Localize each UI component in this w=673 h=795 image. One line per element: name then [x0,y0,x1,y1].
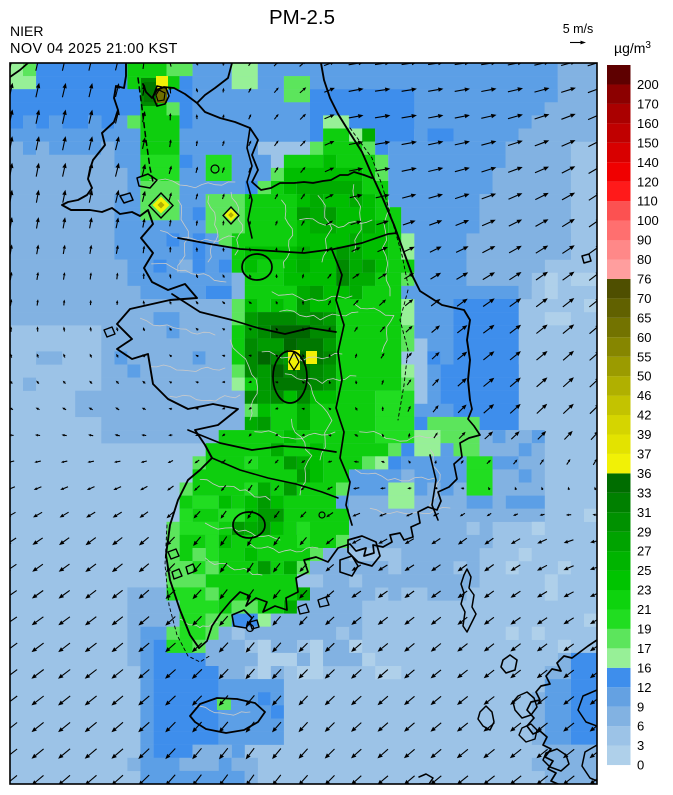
svg-text:0: 0 [637,758,644,773]
svg-text:36: 36 [637,466,651,481]
svg-text:19: 19 [637,622,651,637]
svg-text:27: 27 [637,544,651,559]
svg-text:29: 29 [637,524,651,539]
svg-text:6: 6 [637,719,644,734]
svg-text:31: 31 [637,505,651,520]
svg-text:110: 110 [637,194,658,209]
svg-text:21: 21 [637,602,651,617]
svg-text:23: 23 [637,583,651,598]
svg-text:25: 25 [637,563,651,578]
svg-text:170: 170 [637,97,659,112]
svg-text:12: 12 [637,680,651,695]
svg-text:120: 120 [637,174,659,189]
svg-text:90: 90 [637,233,651,248]
svg-text:55: 55 [637,349,651,364]
svg-text:µg/m3: µg/m3 [614,40,651,56]
svg-text:200: 200 [637,77,659,92]
svg-text:3: 3 [637,738,644,753]
svg-text:39: 39 [637,427,651,442]
svg-text:NIER: NIER [10,23,43,39]
svg-text:46: 46 [637,388,651,403]
svg-text:33: 33 [637,485,651,500]
svg-text:65: 65 [637,310,651,325]
svg-text:150: 150 [637,135,659,150]
svg-text:70: 70 [637,291,651,306]
svg-text:NOV 04 2025 21:00 KST: NOV 04 2025 21:00 KST [10,41,178,57]
svg-text:16: 16 [637,660,651,675]
svg-text:100: 100 [637,213,659,228]
svg-text:80: 80 [637,252,651,267]
svg-text:5 m/s: 5 m/s [563,22,594,36]
svg-text:140: 140 [637,155,659,170]
svg-text:76: 76 [637,272,651,287]
svg-text:50: 50 [637,369,651,384]
svg-text:60: 60 [637,330,651,345]
svg-text:17: 17 [637,641,651,656]
svg-text:37: 37 [637,447,651,462]
svg-text:9: 9 [637,699,644,714]
svg-text:42: 42 [637,408,651,423]
svg-text:PM-2.5: PM-2.5 [269,6,335,29]
svg-text:160: 160 [637,116,659,131]
